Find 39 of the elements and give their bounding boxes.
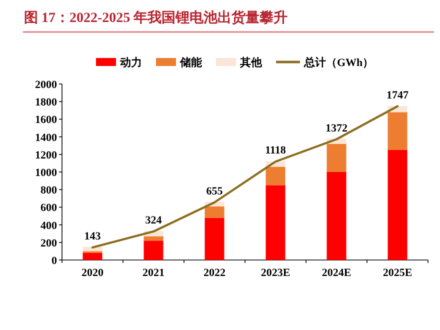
data-label: 143 xyxy=(84,230,102,242)
y-tick-label: 1400 xyxy=(35,132,58,144)
data-label: 1747 xyxy=(386,89,409,102)
y-tick-label: 1200 xyxy=(35,149,58,162)
bar xyxy=(266,185,286,260)
legend-label: 动力 xyxy=(119,56,142,69)
chart-title: 图 17：2022-2025 年我国锂电池出货量攀升 xyxy=(24,9,288,26)
bar xyxy=(326,172,346,260)
x-tick-label: 2024E xyxy=(322,267,352,279)
bar xyxy=(204,206,224,218)
x-tick-label: 2025E xyxy=(382,267,412,279)
data-label: 324 xyxy=(145,214,162,226)
y-tick-label: 200 xyxy=(40,237,58,250)
bar xyxy=(388,150,408,260)
y-tick-label: 0 xyxy=(52,255,58,267)
y-tick-label: 2000 xyxy=(35,79,58,91)
data-label: 1372 xyxy=(326,122,348,134)
data-label: 1118 xyxy=(265,144,286,157)
x-tick-label: 2020 xyxy=(82,267,104,279)
bar xyxy=(388,112,408,150)
x-tick-label: 2021 xyxy=(142,267,164,279)
bar xyxy=(266,166,286,186)
x-tick-label: 2023E xyxy=(260,267,290,279)
bar xyxy=(144,240,164,260)
legend-label: 其他 xyxy=(239,56,263,69)
bar xyxy=(326,144,346,172)
data-label: 655 xyxy=(206,185,224,198)
y-tick-label: 1000 xyxy=(35,167,58,179)
y-tick-label: 400 xyxy=(40,220,58,232)
bar xyxy=(144,236,164,241)
y-tick-label: 800 xyxy=(40,184,58,197)
y-tick-label: 600 xyxy=(40,202,58,214)
y-tick-label: 1800 xyxy=(35,96,58,109)
bar xyxy=(204,218,224,260)
legend-label: 储能 xyxy=(179,56,203,69)
x-tick-label: 2022 xyxy=(204,267,226,279)
y-tick-label: 1600 xyxy=(35,114,58,126)
bar xyxy=(82,252,102,260)
legend-label: 总计（GWh） xyxy=(303,56,374,69)
